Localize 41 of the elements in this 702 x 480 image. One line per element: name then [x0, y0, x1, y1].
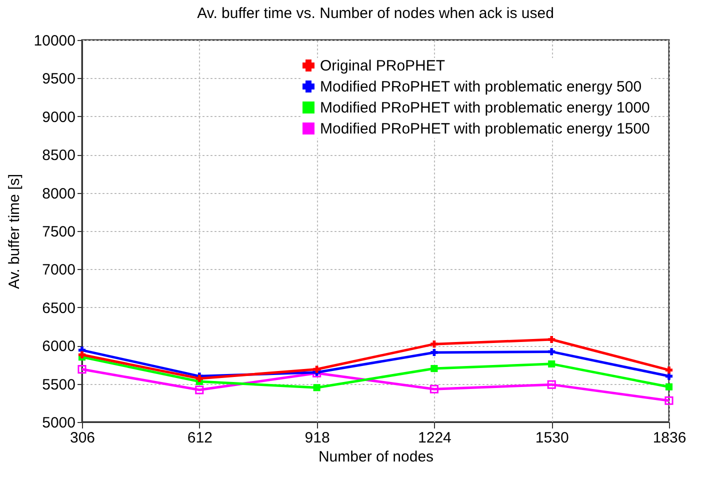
point — [78, 351, 86, 358]
legend-label: Modified PRoPHET with problematic energy 500 — [320, 78, 642, 96]
point — [430, 340, 438, 348]
legend-label: Modified PRoPHET with problematic energy 1000 — [320, 100, 650, 116]
point — [313, 366, 320, 373]
point — [665, 383, 673, 390]
x-tick-label: 1836 — [652, 430, 686, 446]
legend-label: Original PRoPHET — [320, 58, 446, 74]
chart-title: Av. buffer time vs. Number of nodes when ack is used — [197, 5, 554, 22]
y-tick-label: 8000 — [42, 185, 76, 202]
y-tick-label: 7000 — [42, 262, 76, 279]
y-tick-label: 6000 — [42, 338, 76, 356]
x-tick-label: 1224 — [418, 430, 452, 446]
point — [548, 336, 556, 344]
point — [313, 384, 320, 392]
point — [548, 348, 556, 356]
point — [664, 396, 674, 405]
y-tick-label: 10000 — [34, 32, 76, 50]
point — [547, 380, 556, 389]
y-tick-label: 7500 — [42, 224, 76, 240]
x-tick-label: 306 — [70, 430, 96, 446]
y-tick-label: 9500 — [42, 70, 76, 88]
x-tick-label: 1530 — [535, 430, 569, 446]
x-axis-title: Number of nodes — [318, 448, 434, 466]
point — [548, 360, 556, 368]
point — [78, 365, 86, 374]
x-tick-label: 918 — [304, 430, 330, 446]
x-tick-label: 612 — [187, 430, 212, 446]
y-tick-label: 8500 — [42, 147, 76, 164]
y-axis-title: Av. buffer time [s] — [6, 174, 23, 290]
y-tick-label: 6500 — [42, 300, 76, 317]
point — [665, 366, 673, 374]
point — [430, 364, 438, 372]
y-tick-label: 9000 — [42, 108, 76, 126]
y-tick-label: 5500 — [42, 376, 76, 394]
point — [195, 386, 204, 394]
point — [430, 348, 438, 356]
point — [430, 384, 438, 394]
point — [665, 372, 673, 380]
legend-label: Modified PRoPHET with problematic energy 1500 — [320, 120, 650, 138]
y-tick-label: 5000 — [42, 414, 76, 432]
